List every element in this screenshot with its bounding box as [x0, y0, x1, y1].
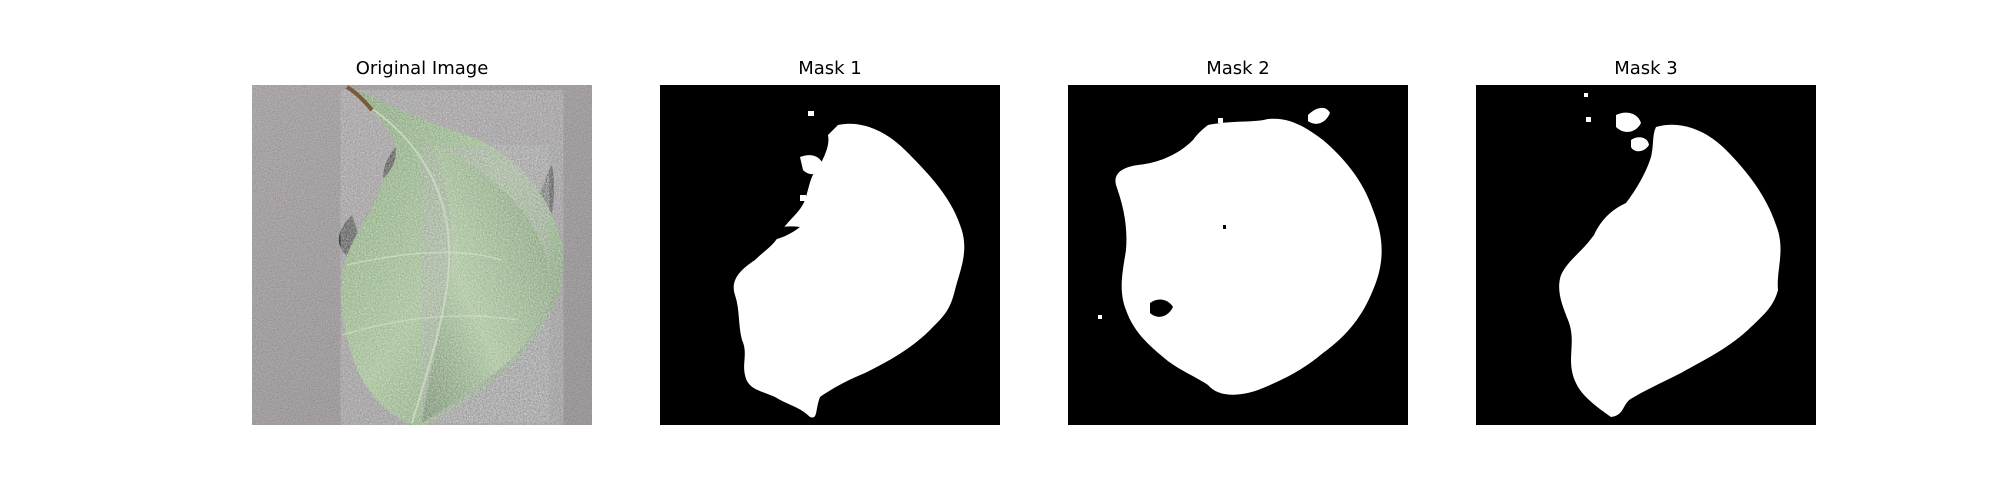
panel-mask-1: Mask 1: [660, 0, 1000, 500]
panel-mask-2: Mask 2: [1068, 0, 1408, 500]
panel-original-image: Original Image: [252, 0, 592, 500]
panel-title: Original Image: [355, 58, 489, 79]
panel-title: Mask 2: [1206, 58, 1270, 79]
panel-title: Mask 3: [1614, 58, 1678, 79]
mask-1-image: [660, 85, 1000, 425]
mask-3-image: [1476, 85, 1816, 425]
mask-2-image: [1068, 85, 1408, 425]
panel-mask-3: Mask 3: [1476, 0, 1816, 500]
original-leaf-photo: [252, 85, 592, 425]
panel-title: Mask 1: [798, 58, 862, 79]
